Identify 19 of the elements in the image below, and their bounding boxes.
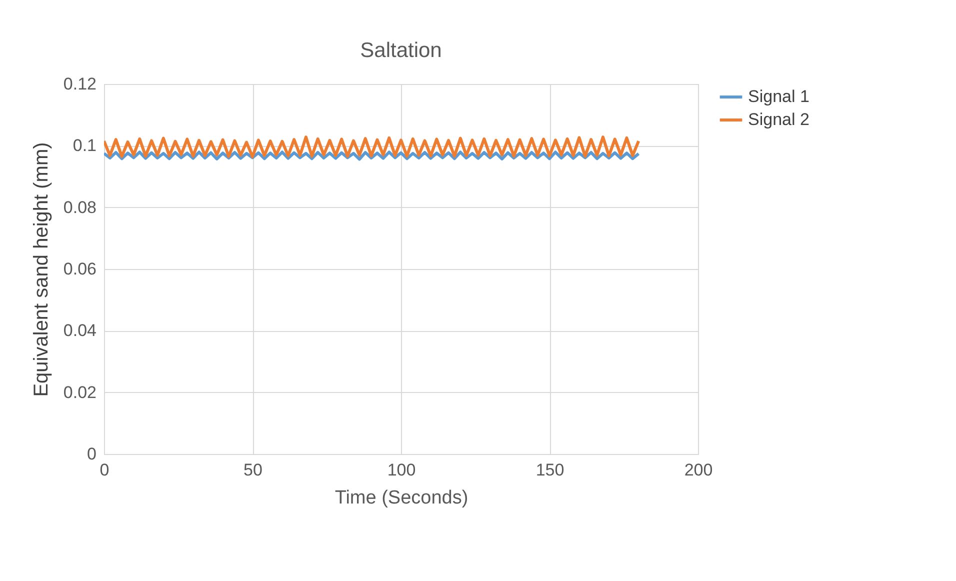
x-tick-label: 100 [387, 460, 416, 480]
line-series [104, 150, 640, 161]
y-axis-title: Equivalent sand height (mm) [30, 142, 52, 397]
chart-title: Saltation [360, 39, 442, 62]
y-tick-label: 0.1 [72, 136, 96, 156]
x-tick-label: 50 [244, 460, 262, 480]
y-tick-label: 0 [87, 444, 96, 464]
y-tick-label: 0.06 [63, 260, 96, 278]
x-tick-label: 200 [684, 460, 713, 480]
legend-label: Signal 1 [748, 87, 810, 106]
x-tick-label: 150 [536, 460, 564, 480]
y-tick-label: 0.12 [63, 74, 96, 94]
line-series [104, 136, 640, 158]
y-tick-label: 0.02 [63, 382, 96, 402]
x-axis-title: Time (Seconds) [334, 488, 468, 508]
y-tick-label: 0.04 [63, 321, 96, 340]
x-tick-label: 0 [100, 460, 110, 480]
legend-label: Signal 2 [748, 110, 810, 129]
y-tick-label: 0.08 [63, 198, 96, 217]
